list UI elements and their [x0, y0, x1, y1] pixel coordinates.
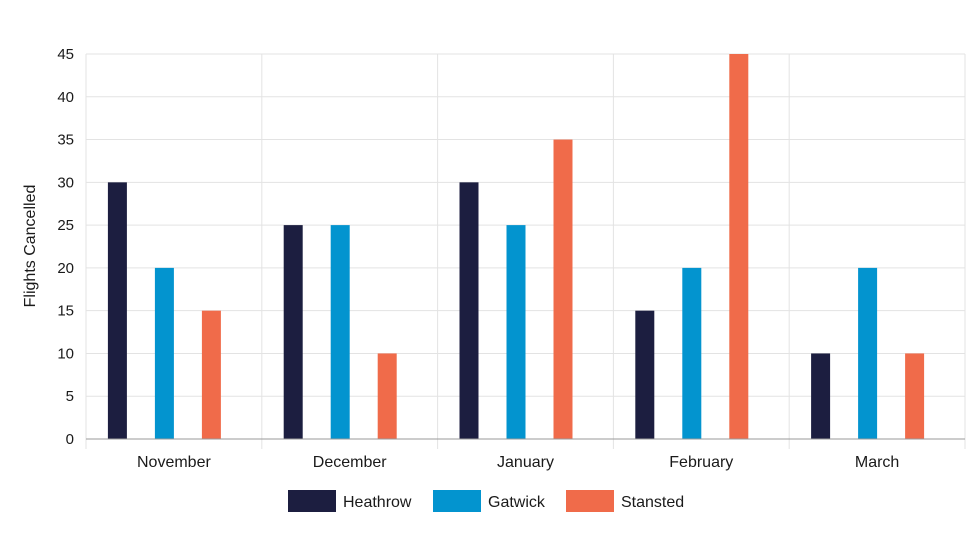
x-category-label: December: [313, 454, 387, 471]
bar-stansted-december: [377, 353, 397, 439]
legend-swatch-gatwick: [433, 490, 481, 512]
bars: [107, 54, 925, 440]
y-tick-label: 35: [57, 132, 74, 149]
y-tick-label: 15: [57, 303, 74, 320]
bar-stansted-january: [553, 139, 573, 440]
x-category-label: March: [855, 454, 899, 471]
y-tick-label: 0: [66, 431, 74, 448]
bar-gatwick-february: [682, 267, 702, 439]
legend: Heathrow Gatwick Stansted: [288, 490, 684, 512]
bar-heathrow-february: [635, 310, 655, 439]
legend-label-stansted: Stansted: [621, 494, 684, 511]
bar-heathrow-december: [283, 225, 303, 439]
legend-label-heathrow: Heathrow: [343, 494, 412, 511]
bar-heathrow-march: [811, 353, 831, 439]
legend-label-gatwick: Gatwick: [488, 494, 546, 511]
y-tick-label: 40: [57, 89, 74, 106]
bar-heathrow-january: [459, 182, 479, 440]
bar-gatwick-december: [330, 225, 350, 439]
y-tick-label: 25: [57, 217, 74, 234]
bar-gatwick-november: [154, 267, 174, 439]
y-tick-label: 45: [57, 46, 74, 63]
bar-gatwick-march: [858, 267, 878, 439]
y-tick-label: 10: [57, 345, 74, 362]
bar-heathrow-november: [107, 182, 127, 440]
bar-stansted-february: [729, 54, 749, 439]
legend-swatch-heathrow: [288, 490, 336, 512]
x-category-label: February: [669, 454, 733, 471]
bar-stansted-march: [905, 353, 925, 439]
y-tick-label: 5: [66, 388, 74, 405]
y-axis-title: Flights Cancelled: [22, 185, 39, 308]
y-axis-ticks: 0 5 10 15 20 25 30 35 40 45: [57, 46, 74, 448]
bar-gatwick-january: [506, 225, 526, 439]
y-tick-label: 20: [57, 260, 74, 277]
y-tick-label: 30: [57, 174, 74, 191]
bar-stansted-november: [201, 310, 221, 439]
x-category-label: January: [497, 454, 554, 471]
x-axis-categories: November December January February March: [137, 454, 899, 471]
legend-swatch-stansted: [566, 490, 614, 512]
x-category-label: November: [137, 454, 211, 471]
